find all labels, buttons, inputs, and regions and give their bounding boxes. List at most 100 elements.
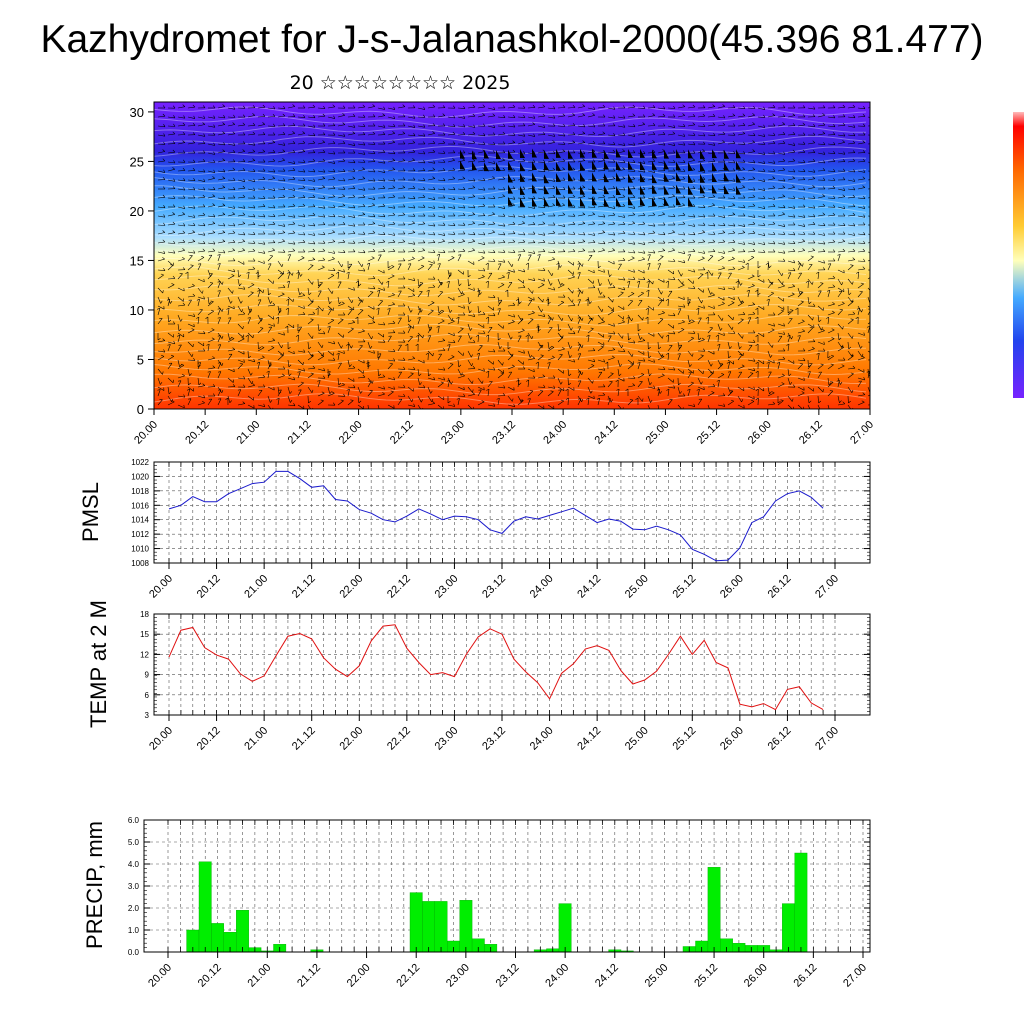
wind-barb-feather [212,248,216,252]
wind-barb-feather [312,104,316,108]
wind-barb [407,323,414,329]
wind-barb-feather [473,287,475,291]
wind-barb-feather [860,345,863,349]
wind-barb [427,403,435,406]
wind-barb [697,206,706,208]
wind-barb-feather [343,249,346,253]
wind-barb [427,286,435,289]
wind-barb-feather [232,167,236,171]
wind-barb [617,368,620,376]
wind-barb [327,170,335,173]
wind-barb [497,300,503,307]
wind-barb [627,197,636,199]
wind-barb [347,341,352,349]
wind-barb-feather [331,391,335,394]
wind-barb [237,260,245,265]
wind-barb [307,250,316,253]
wind-barb-feather [871,274,874,275]
wind-barb [577,272,581,280]
wind-barb-feather [733,150,736,154]
wind-barb [277,305,280,313]
wind-barb-feather [332,239,336,242]
wind-barb-feather [823,348,826,352]
wind-barb [667,314,676,317]
wind-barb [477,233,485,236]
wind-barb-feather [763,133,766,137]
wind-barb [197,170,205,173]
wind-barb [267,323,275,327]
wind-barb-feather [162,186,166,190]
wind-barb [437,353,442,361]
wind-barb-feather [873,290,874,293]
wind-barb-feather [322,248,326,252]
wind-barb [217,290,221,298]
wind-barb-feather [242,401,246,404]
wind-barb-feather [327,326,331,328]
wind-barb [357,386,361,394]
wind-barb-feather [167,344,171,346]
wind-barb [277,269,284,275]
wind-barb-feather [812,176,816,179]
wind-barb-feather [610,282,613,286]
wind-barb [717,224,726,226]
wind-barb [287,161,295,164]
wind-barb-feather [874,251,875,254]
wind-barb [477,290,481,298]
wind-barb-feather [203,187,206,191]
wind-barb [407,263,412,271]
wind-barb-feather [602,317,604,321]
wind-barb [827,116,835,119]
wind-barb-feather [792,222,796,226]
wind-barb-feather [402,303,406,307]
wind-barb-feather [750,372,754,374]
wind-barb-feather [541,309,543,313]
wind-barb-feather [626,316,630,319]
wind-barb-feather [453,332,455,336]
wind-barb-feather [782,356,786,360]
wind-barb-feather [217,317,221,319]
wind-barb [537,296,544,303]
wind-barb [397,160,405,163]
wind-barb-feather [247,317,251,319]
wind-barb-feather [661,373,665,376]
wind-barb [297,257,305,262]
wind-barb [257,404,265,407]
wind-barb-feather [712,383,716,387]
wind-barb-feather [753,105,756,109]
wind-barb [697,389,700,397]
wind-barb [387,359,395,362]
wind-barb [747,151,755,154]
wind-barb-feather [463,386,465,390]
wind-barb [477,353,480,361]
wind-barb-feather [343,178,346,182]
wind-barb [577,125,585,128]
wind-barb [267,116,276,118]
wind-barb-feather [282,213,286,216]
wind-barb [847,341,849,350]
wind-barb-feather [602,158,605,161]
wind-barb [807,107,815,110]
wind-pennant [568,184,573,194]
wind-barb-feather [642,221,646,225]
wind-barb-feather [203,278,205,282]
wind-barb [567,115,575,118]
wind-barb [377,179,385,182]
wind-barb-feather [862,176,866,180]
wind-barb-feather [841,364,845,367]
wind-barb-feather [703,141,706,145]
wind-barb [717,206,725,209]
wind-barb [387,196,395,199]
wind-barb-feather [262,374,266,378]
wind-barb [167,299,171,307]
wind-barb-feather [366,262,370,265]
wind-barb [357,359,365,364]
wind-barb-feather [663,232,666,235]
wind-barb [207,371,211,379]
wind-barb-feather [813,214,816,218]
wind-barb [707,386,716,388]
wind-barb [187,299,192,307]
wind-barb [257,106,266,109]
wind-barb [737,260,745,263]
wind-barb [767,350,771,358]
wind-barb-feather [392,212,396,216]
